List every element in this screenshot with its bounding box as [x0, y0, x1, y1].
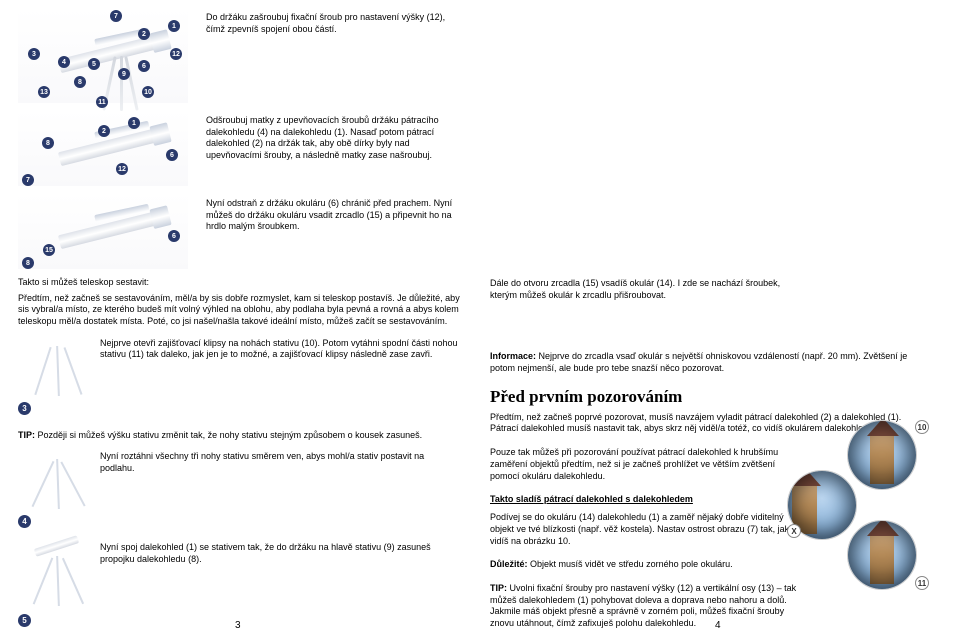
- info-text: Nejprve do zrcadla vsaď okulár s největš…: [490, 351, 907, 373]
- intro-title: Takto si můžeš teleskop sestavit:: [18, 277, 460, 289]
- step1-figure: 1 2 3 4 5 6 7 8 9 10 11 12 13: [18, 8, 188, 103]
- circle-label-11: 11: [915, 576, 929, 590]
- tip-text: Později si můžeš výšku stativu změnit ta…: [38, 430, 423, 440]
- info-block: Informace: Nejprve do zrcadla vsaď okulá…: [490, 351, 932, 374]
- tripod-legs-icon: [24, 338, 94, 398]
- tip2-text: Uvolni fixační šrouby pro nastavení výšk…: [490, 583, 796, 628]
- important-block: Důležité: Objekt musíš vidět ve středu z…: [490, 559, 800, 571]
- step1-text: Do držáku zašroubuj fixační šroub pro na…: [206, 8, 460, 35]
- tripod-step-2: 4 Nyní roztáhni všechny tři nohy stativu…: [18, 451, 460, 528]
- assembly-step-3: 6 15 8 Nyní odstraň z držáku okuláru (6)…: [18, 194, 460, 269]
- circle-label-10: 10: [915, 420, 929, 434]
- tip-label: TIP:: [18, 430, 35, 440]
- info-label: Informace:: [490, 351, 536, 361]
- assembly-step-2: 1 2 6 8 12 7 Odšroubuj matky z upevňovac…: [18, 111, 460, 186]
- align-subtitle: Takto sladíš pátrací dalekohled s daleko…: [490, 494, 800, 504]
- important-text: Objekt musíš vidět ve středu zorného pol…: [530, 559, 733, 569]
- view-circle-11: [847, 520, 917, 590]
- tip-height: TIP: Později si můžeš výšku stativu změn…: [18, 429, 460, 442]
- step2-figure: 1 2 6 8 12 7: [18, 111, 188, 186]
- tripod-step-3: 5 Nyní spoj dalekohled (1) se stativem t…: [18, 542, 460, 627]
- alignment-figure: 10 X 11: [787, 420, 932, 590]
- tripod-step3-text: Nyní spoj dalekohled (1) se stativem tak…: [100, 542, 460, 565]
- tip2-block: TIP: Uvolni fixační šrouby pro nastavení…: [490, 583, 800, 630]
- step-badge-3: 3: [18, 402, 31, 415]
- page-number-right: 4: [715, 620, 721, 631]
- heading-before-first-observation: Před prvním pozorováním: [490, 387, 932, 407]
- tripod-with-scope-icon: [24, 542, 94, 610]
- tripod-step1-text: Nejprve otevři zajišťovací klipsy na noh…: [100, 338, 460, 361]
- tripod-step-1: 3 Nejprve otevři zajišťovací klipsy na n…: [18, 338, 460, 415]
- step3-text: Nyní odstraň z držáku okuláru (6) chráni…: [206, 194, 460, 233]
- assembly-step-1: 1 2 3 4 5 6 7 8 9 10 11 12 13 Do držáku …: [18, 8, 460, 103]
- intro-body: Předtím, než začneš se sestavováním, měl…: [18, 293, 460, 328]
- align-reason: Pouze tak můžeš při pozorování používat …: [490, 447, 800, 482]
- align-step: Podívej se do okuláru (14) dalekohledu (…: [490, 512, 800, 547]
- step-badge-4: 4: [18, 515, 31, 528]
- tripod-step2-text: Nyní roztáhni všechny tři nohy stativu s…: [100, 451, 460, 474]
- step3-figure: 6 15 8: [18, 194, 188, 269]
- assembly-intro: Takto si můžeš teleskop sestavit: Předtí…: [18, 277, 460, 328]
- mirror-okular-text: Dále do otvoru zrcadla (15) vsadíš okulá…: [490, 278, 800, 301]
- view-circle-10: [847, 420, 917, 490]
- circle-label-x: X: [787, 524, 801, 538]
- step-badge-5: 5: [18, 614, 31, 627]
- step2-text: Odšroubuj matky z upevňovacích šroubů dr…: [206, 111, 460, 162]
- tip2-label: TIP:: [490, 583, 507, 593]
- page-number-left: 3: [235, 620, 241, 631]
- right-page: Dále do otvoru zrcadla (15) vsadíš okulá…: [480, 0, 950, 637]
- tripod-open-icon: [24, 451, 94, 511]
- left-page: 1 2 3 4 5 6 7 8 9 10 11 12 13 Do držáku …: [0, 0, 470, 637]
- important-label: Důležité:: [490, 559, 528, 569]
